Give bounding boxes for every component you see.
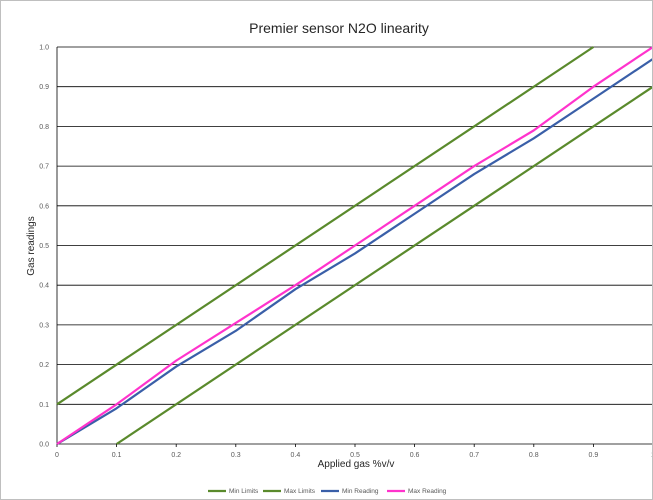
x-tick-label: 0.2 xyxy=(171,452,181,459)
y-tick-label: 0.3 xyxy=(39,322,49,329)
y-tick-label: 0.8 xyxy=(39,124,49,131)
chart-title: Premier sensor N2O linearity xyxy=(249,20,429,36)
series-lines xyxy=(56,46,652,445)
x-tick-label: 0 xyxy=(55,452,59,459)
y-tick-label: 0.7 xyxy=(39,164,49,171)
y-tick-label: 0.1 xyxy=(39,402,49,409)
series-line-1 xyxy=(115,86,652,445)
legend-item: Min Limits xyxy=(208,488,259,495)
x-tick-label: 0.4 xyxy=(291,452,301,459)
x-axis-ticks: 0 0.1 0.2 0.3 0.4 0.5 0.6 0.7 0.8 0.9 1 xyxy=(55,444,652,459)
y-tick-label: 0.9 xyxy=(39,84,49,91)
series-line-4 xyxy=(56,46,652,445)
x-tick-label: 0.9 xyxy=(589,452,599,459)
y-tick-label: 0.6 xyxy=(39,203,49,210)
x-tick-label: 0.6 xyxy=(410,452,420,459)
series-line-2 xyxy=(56,46,595,406)
x-tick-label: 0.3 xyxy=(231,452,241,459)
x-tick-label: 0.1 xyxy=(112,452,122,459)
x-tick-label: 0.8 xyxy=(529,452,539,459)
y-tick-label: 0.0 xyxy=(39,442,49,449)
x-axis-label: Applied gas %v/v xyxy=(318,459,395,470)
legend-item: Max Reading xyxy=(387,488,447,495)
legend-label: Min Limits xyxy=(229,488,259,495)
legend-label: Max Reading xyxy=(408,488,447,495)
series-line-3 xyxy=(56,58,652,445)
y-axis-ticks: 0.0 0.1 0.2 0.3 0.4 0.5 0.6 0.7 0.8 0.9 1.0 xyxy=(39,45,49,449)
y-tick-label: 1.0 xyxy=(39,45,49,52)
legend: Min Limits Max Limits Min Reading Max Readi… xyxy=(208,488,447,495)
y-tick-label: 0.2 xyxy=(39,362,49,369)
legend-item: Max Limits xyxy=(263,488,316,495)
legend-item: Min Reading xyxy=(321,488,379,495)
x-tick-label: 0.7 xyxy=(469,452,479,459)
y-tick-label: 0.5 xyxy=(39,243,49,250)
legend-label: Min Reading xyxy=(342,488,379,495)
x-tick-label: 1 xyxy=(651,452,652,459)
y-axis-label: Gas readings xyxy=(26,216,37,275)
y-tick-label: 0.4 xyxy=(39,283,49,290)
legend-label: Max Limits xyxy=(284,488,316,495)
x-tick-label: 0.5 xyxy=(350,452,360,459)
